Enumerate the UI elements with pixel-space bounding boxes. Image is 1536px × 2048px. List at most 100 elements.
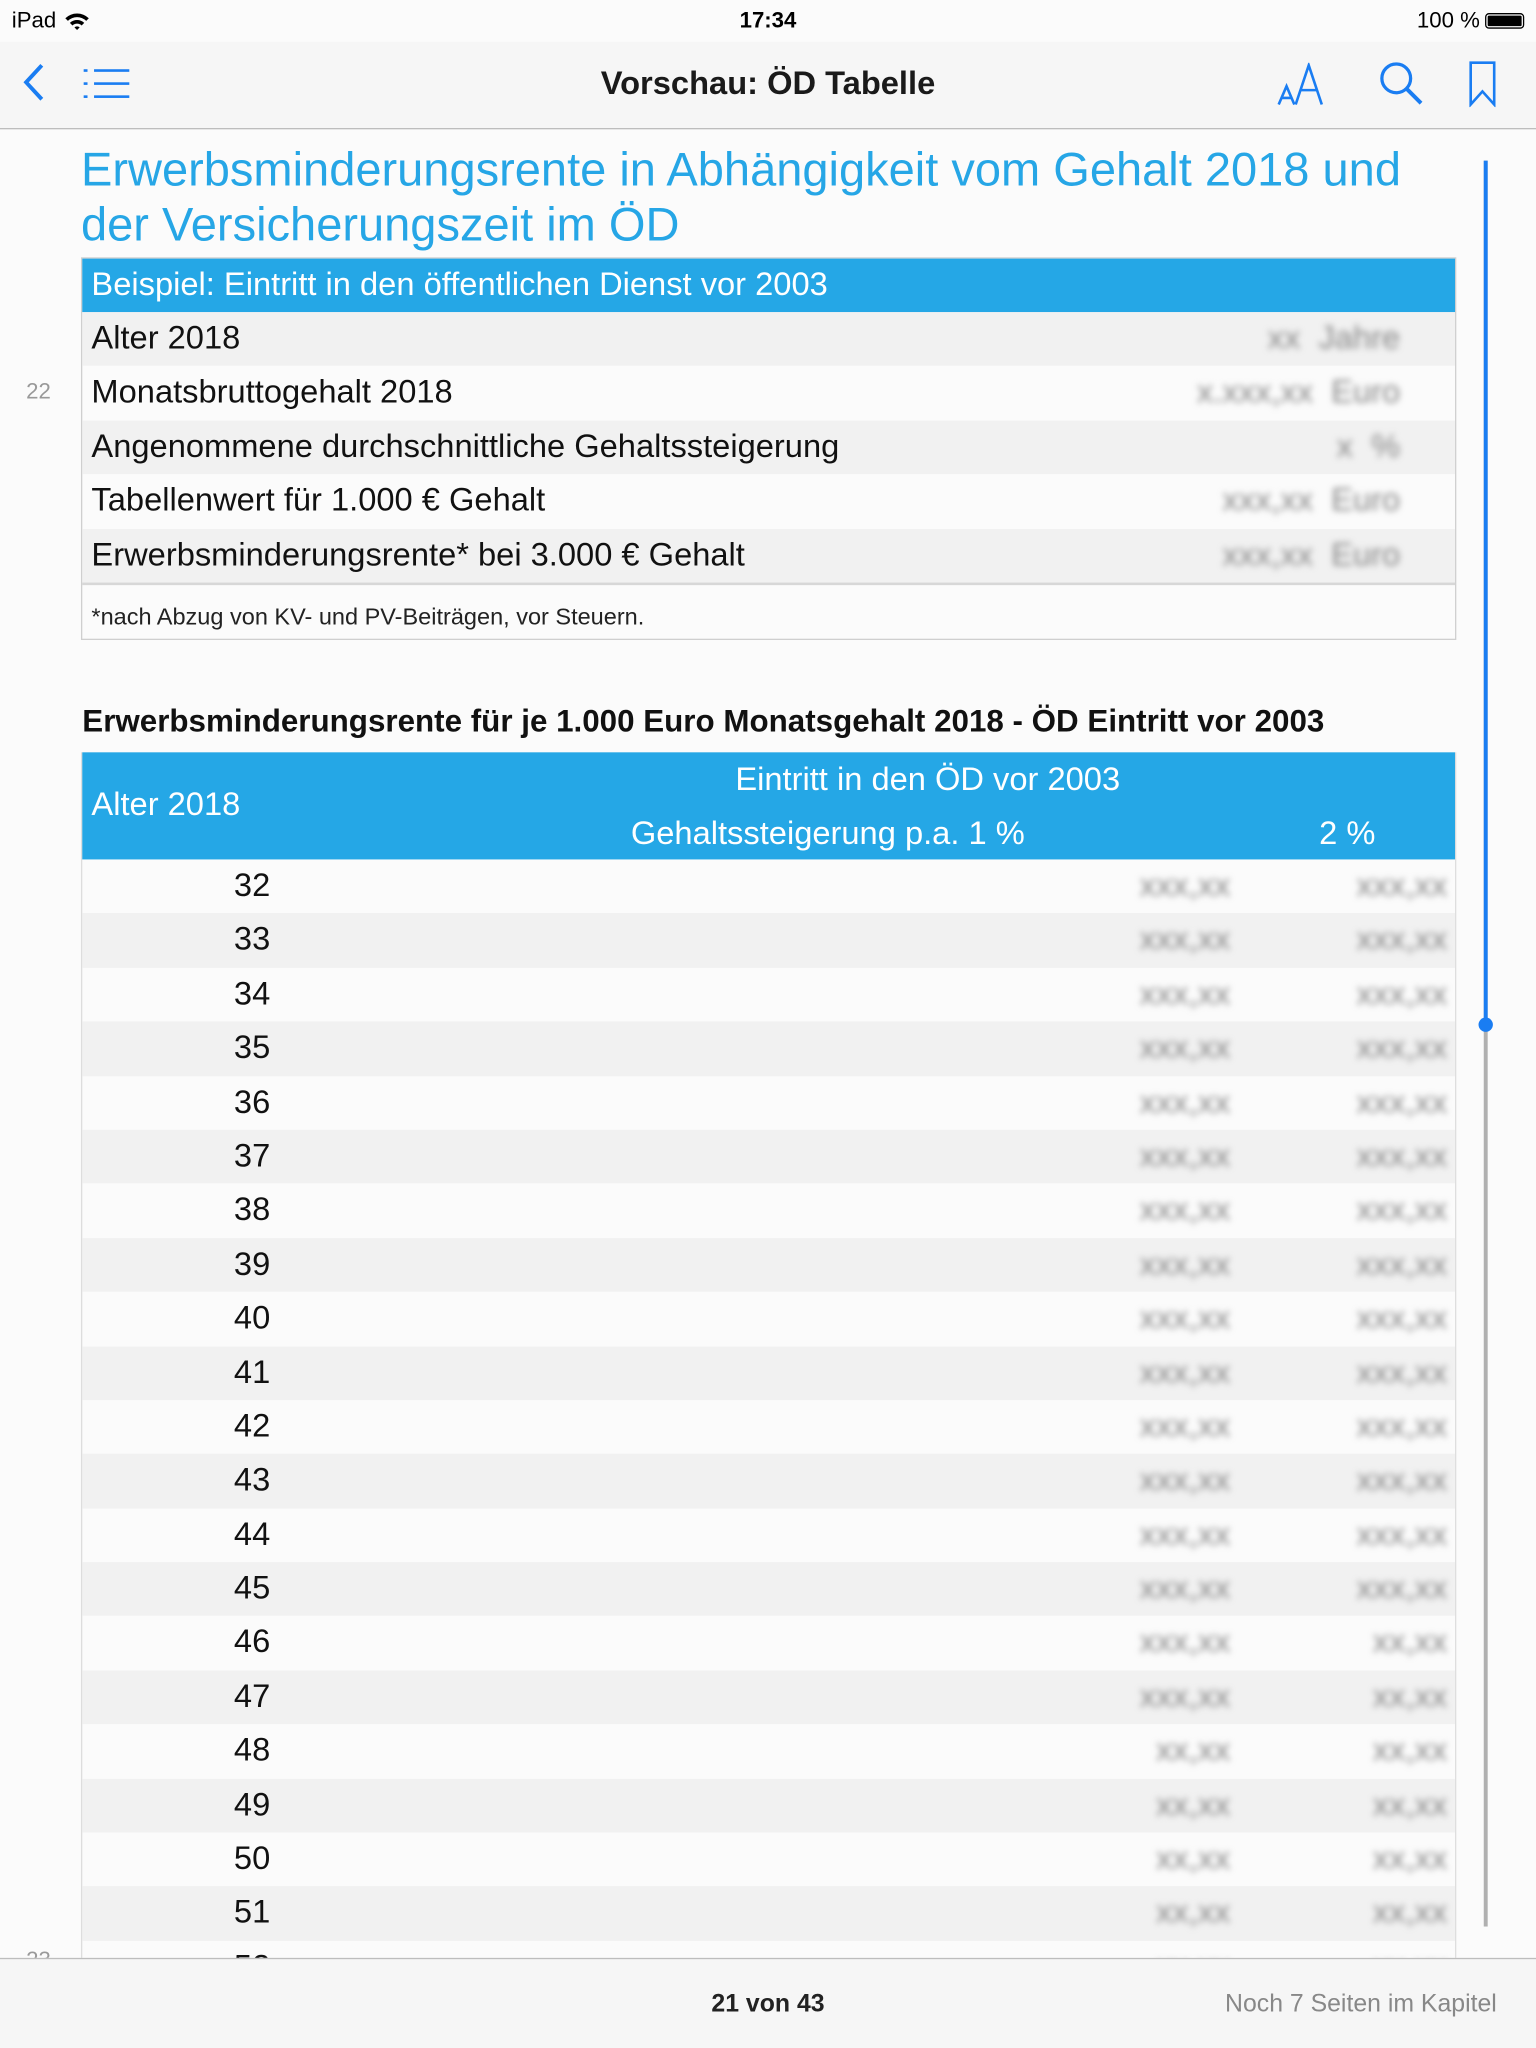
search-button[interactable] — [1378, 60, 1425, 114]
example-value: xxx,xx Euro — [1222, 536, 1401, 573]
value-1pct: xx,xx — [1155, 1786, 1231, 1823]
page-marker: 22 — [26, 378, 51, 404]
age-cell: 34 — [233, 975, 271, 1012]
value-2pct: xxx,xx — [1356, 1083, 1448, 1121]
value-1pct: xxx,xx — [1139, 1029, 1231, 1067]
footnote: *nach Abzug von KV- und PV-Beiträgen, vo… — [82, 582, 1456, 638]
page-marker: 23 — [26, 1947, 51, 1959]
example-row: Alter 2018 xx Jahre — [82, 312, 1456, 367]
table-row: 41 xxx,xx xxx,xx — [82, 1345, 1456, 1401]
value-1pct: xxx,xx — [1139, 1353, 1231, 1391]
col-age-header: Alter 2018 — [91, 786, 241, 823]
age-cell: 47 — [233, 1678, 271, 1715]
age-cell: 32 — [233, 867, 271, 904]
page-indicator: 21 von 43 — [711, 1990, 825, 2018]
example-row: Monatsbruttogehalt 2018 x.xxx,xx Euro — [82, 366, 1455, 420]
footer-bar: 21 von 43 Noch 7 Seiten im Kapitel — [0, 1957, 1536, 2048]
value-1pct: xxx,xx — [1139, 1137, 1231, 1175]
table-row: 47 xxx,xx xx,xx — [82, 1670, 1456, 1725]
example-box: Beispiel: Eintritt in den öffentlichen D… — [80, 257, 1457, 640]
table-row: 37 xxx,xx xxx,xx — [82, 1129, 1456, 1184]
scroll-progress — [1483, 160, 1488, 1026]
age-cell: 45 — [233, 1570, 271, 1607]
value-1pct: xxx,xx — [1139, 1083, 1231, 1121]
example-label: Alter 2018 — [91, 319, 241, 357]
age-cell: 48 — [233, 1732, 271, 1769]
bookmark-icon — [1469, 61, 1496, 108]
col2-header: 2 % — [1319, 815, 1376, 852]
status-bar: iPad 17:34 100 % — [0, 0, 1536, 42]
device-name: iPad — [11, 7, 57, 33]
group-header: Eintritt in den ÖD vor 2003 — [735, 761, 1121, 799]
example-label: Tabellenwert für 1.000 € Gehalt — [91, 482, 546, 519]
age-cell: 44 — [233, 1515, 271, 1553]
age-cell: 52 — [82, 1941, 422, 1959]
chevron-left-icon — [23, 63, 44, 101]
text-size-icon — [1277, 61, 1324, 106]
value-1pct: xx,xx — [1156, 1941, 1230, 1959]
example-label: Monatsbruttogehalt 2018 — [91, 374, 453, 411]
value-1pct: xxx,xx — [1139, 1461, 1231, 1499]
age-cell: 46 — [233, 1624, 271, 1661]
age-cell: 40 — [233, 1299, 271, 1337]
table-row: 42 xxx,xx xxx,xx — [82, 1400, 1455, 1454]
value-1pct: xxx,xx — [1139, 1515, 1231, 1553]
example-value: x.xxx,xx Euro — [1196, 374, 1401, 411]
value-1pct: xxx,xx — [1139, 1570, 1231, 1607]
table-row: 51 xx,xx xx,xx — [82, 1886, 1456, 1941]
value-2pct: xxx,xx — [1356, 975, 1448, 1012]
scroll-handle[interactable] — [1478, 1018, 1493, 1033]
back-button[interactable] — [21, 60, 47, 111]
nav-title: Vorschau: ÖD Tabelle — [600, 65, 936, 102]
value-2pct: xx,xx — [1373, 1941, 1447, 1959]
table-row: 36 xxx,xx xxx,xx — [82, 1076, 1455, 1130]
bookmark-button[interactable] — [1468, 60, 1497, 114]
value-2pct: xx,xx — [1372, 1840, 1448, 1877]
value-2pct: xxx,xx — [1356, 1137, 1448, 1175]
chapter-remaining: Noch 7 Seiten im Kapitel — [1225, 1990, 1497, 2018]
table-row: 35 xxx,xx xxx,xx — [82, 1021, 1456, 1076]
table-row: 34 xxx,xx xxx,xx — [82, 968, 1455, 1022]
example-row: Angenommene durchschnittliche Gehaltsste… — [82, 420, 1456, 475]
col1-header: Gehaltssteigerung p.a. 1 % — [630, 815, 1025, 852]
table-row: 44 xxx,xx xxx,xx — [82, 1508, 1455, 1562]
font-size-button[interactable] — [1277, 61, 1329, 114]
age-cell: 36 — [233, 1083, 271, 1121]
value-2pct: xxx,xx — [1356, 1353, 1448, 1391]
value-1pct: xxx,xx — [1139, 1299, 1231, 1337]
example-value: xxx,xx Euro — [1222, 482, 1401, 519]
example-label: Erwerbsminderungsrente* bei 3.000 € Geha… — [91, 536, 745, 573]
value-1pct: xxx,xx — [1139, 867, 1231, 904]
table-row: 52 xx,xx xx,xx — [82, 1941, 1455, 1959]
age-cell: 49 — [233, 1786, 271, 1823]
value-2pct: xxx,xx — [1356, 867, 1448, 904]
example-row: Tabellenwert für 1.000 € Gehalt xxx,xx Eu… — [82, 474, 1455, 528]
table-row: 46 xxx,xx xx,xx — [82, 1616, 1455, 1670]
value-2pct: xx,xx — [1372, 1624, 1448, 1661]
value-1pct: xx,xx — [1155, 1894, 1231, 1931]
age-cell: 43 — [233, 1461, 271, 1499]
example-header: Beispiel: Eintritt in den öffentlichen D… — [82, 258, 1456, 313]
value-2pct: xxx,xx — [1356, 1515, 1448, 1553]
value-2pct: xxx,xx — [1356, 1191, 1448, 1229]
value-2pct: xx,xx — [1372, 1894, 1448, 1931]
value-1pct: xxx,xx — [1139, 975, 1231, 1012]
page-scrollbar[interactable] — [1478, 160, 1493, 1927]
nav-bar: Vorschau: ÖD Tabelle — [0, 41, 1536, 130]
age-cell: 39 — [233, 1245, 271, 1283]
value-1pct: xx,xx — [1155, 1840, 1231, 1877]
wifi-icon — [65, 12, 89, 30]
value-2pct: xxx,xx — [1356, 1245, 1448, 1283]
age-cell: 33 — [233, 921, 271, 958]
table-row: 33 xxx,xx xxx,xx — [82, 913, 1456, 968]
battery-percent: 100 % — [1416, 7, 1480, 33]
value-2pct: xxx,xx — [1356, 1029, 1448, 1067]
toc-button[interactable] — [83, 68, 131, 106]
value-1pct: xxx,xx — [1139, 1191, 1231, 1229]
pension-table: Alter 2018 Eintritt in den ÖD vor 2003 G… — [80, 752, 1457, 1960]
value-2pct: xxx,xx — [1356, 1299, 1448, 1337]
value-1pct: xxx,xx — [1139, 1245, 1231, 1283]
value-2pct: xx,xx — [1372, 1786, 1448, 1823]
age-cell: 51 — [233, 1894, 271, 1931]
table-row: 48 xx,xx xx,xx — [82, 1724, 1455, 1778]
